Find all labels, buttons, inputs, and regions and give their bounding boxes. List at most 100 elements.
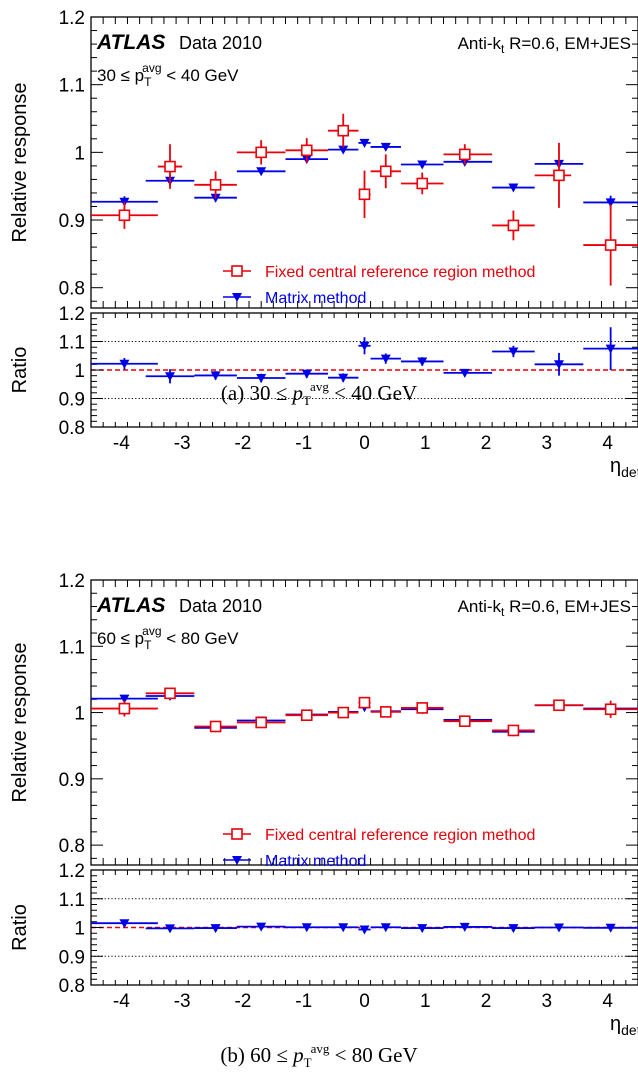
x-axis-title-eta: η <box>610 1013 621 1035</box>
matrix-point-marker <box>380 142 391 152</box>
ratio-point <box>370 353 401 364</box>
y-tick-label: 1.1 <box>59 76 85 97</box>
fixed-central-point <box>285 138 329 163</box>
fixed-central-point <box>285 709 329 722</box>
x-axis-title-sub: det <box>621 464 638 480</box>
pt-bin-sup: avg <box>142 61 161 75</box>
matrix-point-marker <box>119 694 130 704</box>
x-tick-label: -1 <box>295 991 312 1012</box>
ratio-point <box>328 923 359 933</box>
pt-bin-suffix: < 80 GeV <box>162 629 240 648</box>
fixed-central-point <box>492 724 535 737</box>
caption-a-pt-sup: avg <box>310 379 329 394</box>
ratio-point-marker <box>380 923 391 933</box>
data-label: Data 2010 <box>179 596 262 616</box>
legend-label-matrix: Matrix method <box>265 290 366 307</box>
ratio-point-marker <box>553 360 564 370</box>
fixed-central-point-marker <box>604 239 617 251</box>
ratio-point <box>91 919 158 929</box>
pt-bin-sub: T <box>144 75 152 89</box>
ratio-point <box>370 923 401 933</box>
main-plot-frame <box>90 579 638 866</box>
y-axis-title: Relative response <box>9 642 31 802</box>
fixed-central-point <box>400 702 444 714</box>
ratio-point-marker <box>210 371 221 381</box>
ratio-y-tick-label: 1.1 <box>59 890 85 911</box>
jet-algorithm-label: Anti-kt R=0.6, EM+JES <box>458 34 631 56</box>
matrix-point <box>492 183 535 193</box>
ratio-point-marker <box>605 344 616 354</box>
y-tick-label: 0.9 <box>59 211 85 232</box>
fixed-central-point <box>194 720 237 733</box>
matrix-point <box>236 167 286 177</box>
fixed-central-point-marker <box>255 716 267 729</box>
fixed-central-point <box>370 706 401 718</box>
ratio-point-marker <box>119 359 130 369</box>
ratio-y-tick-label: 1.1 <box>59 333 85 354</box>
fixed-central-point <box>145 687 195 700</box>
caption-b-pt-sub: T <box>303 1055 311 1070</box>
ratio-point <box>443 368 493 378</box>
ratio-point-marker <box>417 924 428 934</box>
pt-bin-label: 60 ≤ pTavg < 80 GeV <box>97 624 239 652</box>
legend-marker-triangle <box>232 293 242 302</box>
ratio-point <box>145 369 195 384</box>
fixed-central-point-marker <box>209 179 222 191</box>
caption-a-pt-sub: T <box>303 393 311 408</box>
y-tick-label: 0.8 <box>59 836 85 857</box>
pt-bin-suffix: < 40 GeV <box>162 66 240 85</box>
x-tick-label: 2 <box>481 433 492 454</box>
fixed-central-point <box>492 210 535 241</box>
ratio-point-marker <box>256 922 267 932</box>
caption-b: (b) 60 ≤ pTavg < 80 GeV <box>0 1041 638 1070</box>
ratio-point-marker <box>605 923 616 933</box>
legend-label-fixed-central: Fixed central reference region method <box>265 827 535 844</box>
caption-a-suffix: < 40 GeV <box>328 381 418 405</box>
ratio-y-tick-label: 0.9 <box>59 390 85 411</box>
y-tick-label: 1.1 <box>59 637 85 658</box>
y-tick-label: 0.9 <box>59 770 85 791</box>
x-tick-label: 2 <box>481 991 492 1012</box>
jet-label-sub: t <box>501 605 505 619</box>
atlas-label: ATLAS <box>96 31 165 54</box>
ratio-y-tick-label: 1 <box>74 361 85 382</box>
ratio-point <box>492 345 535 358</box>
ratio-point-marker <box>210 924 221 934</box>
x-tick-label: 4 <box>602 991 613 1012</box>
fixed-central-point <box>358 696 371 709</box>
fixed-central-point-marker <box>358 188 371 201</box>
matrix-point <box>400 160 444 170</box>
ratio-point <box>443 922 493 932</box>
y-tick-label: 1 <box>74 143 85 164</box>
jet-label-prefix: Anti-k <box>458 597 502 616</box>
fixed-central-point-marker <box>118 209 131 222</box>
legend-marker-triangle <box>232 856 242 865</box>
caption-a-pt: p <box>292 381 304 405</box>
ratio-y-axis-title: Ratio <box>9 904 31 951</box>
fixed-central-point-marker <box>118 702 131 715</box>
x-tick-label: 0 <box>359 991 370 1012</box>
ratio-point <box>145 924 195 934</box>
fixed-central-point-marker <box>164 160 176 173</box>
ratio-point <box>285 369 329 379</box>
fixed-central-point <box>91 201 158 229</box>
x-tick-label: -3 <box>174 991 191 1012</box>
fixed-central-point-marker <box>337 124 350 137</box>
fixed-central-point-marker <box>507 724 520 737</box>
fixed-central-point-marker <box>553 699 565 712</box>
y-tick-label: 0.8 <box>59 279 85 300</box>
caption-b-suffix: < 80 GeV <box>329 1043 418 1067</box>
fixed-central-point-marker <box>507 219 520 232</box>
x-tick-label: 4 <box>602 433 613 454</box>
fixed-central-point <box>91 700 158 717</box>
ratio-point-marker <box>301 369 312 379</box>
ratio-point-marker <box>301 923 312 933</box>
fixed-central-point <box>400 172 444 195</box>
legend-marker-square <box>231 828 243 840</box>
fixed-central-point <box>443 715 493 727</box>
fixed-central-point-marker <box>553 169 565 182</box>
legend-label-matrix: Matrix method <box>265 853 366 870</box>
ratio-point-marker <box>119 919 130 929</box>
x-tick-label: -2 <box>234 433 251 454</box>
